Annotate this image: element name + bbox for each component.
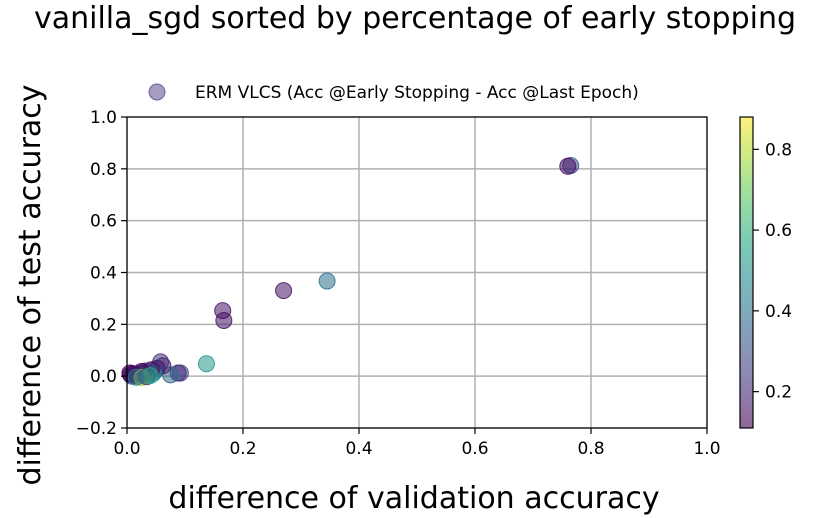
grid <box>126 116 708 429</box>
y-tick-label: 0.6 <box>90 212 117 232</box>
legend-label: ERM VLCS (Acc @Early Stopping - Acc @Las… <box>195 83 639 103</box>
colorbar-tick-label: 0.2 <box>765 383 792 403</box>
data-point <box>215 311 233 329</box>
data-point <box>197 355 215 373</box>
colorbar-tick-label: 0.6 <box>765 221 792 241</box>
y-tick-label: 0.0 <box>90 367 117 387</box>
y-tick-label: −0.2 <box>76 419 117 439</box>
x-tick-label: 0.2 <box>229 439 256 459</box>
chart-title: vanilla_sgd sorted by percentage of earl… <box>34 1 796 36</box>
x-tick-label: 0.6 <box>461 439 488 459</box>
data-point <box>559 157 577 175</box>
data-point <box>127 368 145 386</box>
legend-marker <box>148 83 166 101</box>
legend: ERM VLCS (Acc @Early Stopping - Acc @Las… <box>148 83 639 103</box>
colorbar-frame <box>739 116 754 429</box>
y-axis-label: difference of test accuracy <box>13 84 48 485</box>
x-tick-label: 0.8 <box>577 439 604 459</box>
colorbar: 0.2 0.4 0.6 0.8 <box>739 116 792 429</box>
y-tick-label: 0.8 <box>90 160 117 180</box>
x-tick-label: 0.4 <box>345 439 372 459</box>
x-axis-label: difference of validation accuracy <box>168 481 659 516</box>
y-tick-label: 1.0 <box>90 108 117 128</box>
data-point <box>275 282 293 300</box>
colorbar-gradient <box>740 117 753 428</box>
x-tick-label: 0.0 <box>113 439 140 459</box>
data-points <box>121 156 580 386</box>
data-point <box>318 272 336 290</box>
colorbar-tick-label: 0.8 <box>765 140 792 160</box>
axes: 0.0 0.2 0.4 0.6 0.8 1.0−0.20.00.20.40.60.81.0 <box>76 108 721 459</box>
x-tick-label: 1.0 <box>693 439 720 459</box>
colorbar-tick-label: 0.4 <box>765 302 792 322</box>
y-tick-label: 0.4 <box>90 264 117 284</box>
y-tick-label: 0.2 <box>90 315 117 335</box>
